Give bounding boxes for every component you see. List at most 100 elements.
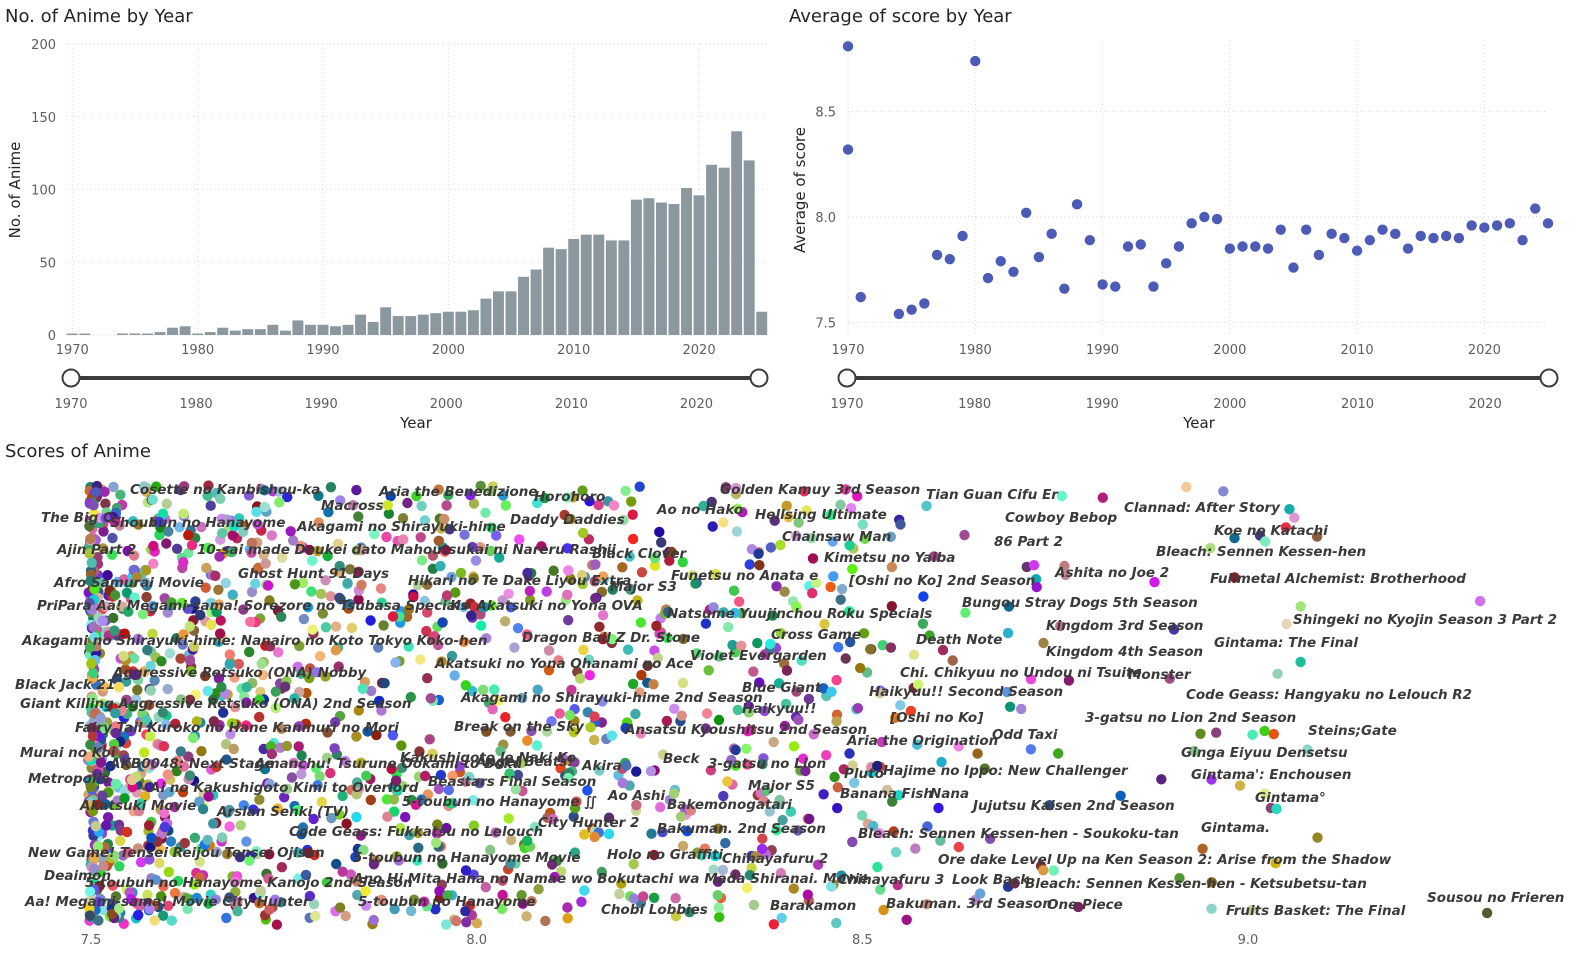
anime-point[interactable] <box>825 581 836 593</box>
anime-point[interactable] <box>351 731 362 742</box>
anime-point[interactable] <box>436 523 447 534</box>
anime-point[interactable] <box>227 530 238 541</box>
bar[interactable] <box>543 247 555 335</box>
score-point[interactable] <box>1173 241 1185 252</box>
anime-point[interactable] <box>244 855 255 866</box>
bar[interactable] <box>254 329 266 335</box>
score-point[interactable] <box>1479 222 1490 233</box>
anime-point[interactable] <box>890 847 902 858</box>
anime-point[interactable] <box>220 739 232 750</box>
anime-point[interactable] <box>541 586 552 597</box>
anime-point[interactable] <box>329 743 340 754</box>
anime-point[interactable] <box>376 894 387 905</box>
anime-point[interactable] <box>620 722 631 734</box>
anime-point[interactable] <box>654 526 665 538</box>
anime-point[interactable] <box>979 763 990 774</box>
bar[interactable] <box>179 326 191 335</box>
anime-point[interactable] <box>831 674 842 686</box>
anime-point[interactable] <box>597 696 608 707</box>
anime-point[interactable] <box>293 721 305 732</box>
score-point[interactable] <box>957 230 968 242</box>
anime-point[interactable] <box>304 672 315 684</box>
anime-point[interactable] <box>464 771 475 783</box>
anime-point[interactable] <box>85 575 96 587</box>
anime-point[interactable] <box>469 602 480 613</box>
anime-point[interactable] <box>1031 581 1042 593</box>
anime-point[interactable] <box>546 716 557 727</box>
anime-point[interactable] <box>460 865 472 876</box>
anime-point[interactable] <box>254 694 265 705</box>
anime-point[interactable] <box>509 642 520 653</box>
anime-point[interactable] <box>259 763 271 775</box>
anime-point[interactable] <box>297 822 309 833</box>
anime-point[interactable] <box>211 761 222 773</box>
anime-point[interactable] <box>468 498 480 509</box>
anime-point[interactable] <box>590 593 601 604</box>
anime-point[interactable] <box>436 656 447 667</box>
anime-point[interactable] <box>132 843 144 854</box>
anime-point[interactable] <box>791 530 802 542</box>
anime-point[interactable] <box>213 584 224 595</box>
anime-point[interactable] <box>98 526 109 537</box>
anime-point[interactable] <box>398 534 409 545</box>
anime-point[interactable] <box>413 842 424 853</box>
anime-point[interactable] <box>908 649 920 660</box>
anime-point[interactable] <box>320 671 331 682</box>
anime-point[interactable] <box>1270 858 1281 869</box>
bar[interactable] <box>467 310 479 335</box>
anime-point[interactable] <box>539 492 550 504</box>
anime-point[interactable] <box>750 851 761 862</box>
anime-point[interactable] <box>340 755 351 767</box>
anime-point[interactable] <box>259 485 270 496</box>
anime-point[interactable] <box>606 730 618 741</box>
anime-point[interactable] <box>163 526 174 537</box>
anime-point[interactable] <box>666 546 677 558</box>
bar[interactable] <box>455 311 467 335</box>
anime-point[interactable] <box>196 746 207 757</box>
bar[interactable] <box>605 240 617 335</box>
anime-point[interactable] <box>714 651 725 662</box>
anime-point[interactable] <box>121 676 132 687</box>
anime-point[interactable] <box>533 884 544 895</box>
anime-point[interactable] <box>139 577 150 588</box>
anime-point[interactable] <box>362 726 373 737</box>
anime-point[interactable] <box>341 818 352 829</box>
anime-point[interactable] <box>356 545 367 556</box>
anime-point[interactable] <box>195 609 206 621</box>
anime-point[interactable] <box>759 705 770 717</box>
anime-point[interactable] <box>286 772 298 783</box>
bar[interactable] <box>480 298 492 335</box>
anime-point[interactable] <box>479 602 490 613</box>
anime-point[interactable] <box>1181 481 1192 493</box>
anime-point[interactable] <box>213 599 225 610</box>
anime-point[interactable] <box>682 826 693 837</box>
anime-point[interactable] <box>396 740 407 751</box>
anime-point[interactable] <box>642 660 653 671</box>
anime-point[interactable] <box>460 906 471 917</box>
anime-point[interactable] <box>166 915 177 926</box>
anime-point[interactable] <box>376 597 387 608</box>
anime-point[interactable] <box>435 769 447 781</box>
anime-point[interactable] <box>84 548 95 559</box>
anime-point[interactable] <box>486 522 497 533</box>
anime-point[interactable] <box>743 707 754 718</box>
score-point[interactable] <box>1466 220 1477 231</box>
anime-point[interactable] <box>500 712 511 723</box>
score-point[interactable] <box>1071 199 1083 210</box>
anime-point[interactable] <box>678 633 689 645</box>
anime-point[interactable] <box>313 517 324 528</box>
anime-point[interactable] <box>1060 569 1071 581</box>
anime-point[interactable] <box>229 672 240 683</box>
anime-point[interactable] <box>777 814 788 826</box>
anime-point[interactable] <box>677 557 688 568</box>
anime-point[interactable] <box>773 678 785 689</box>
anime-point[interactable] <box>499 616 511 627</box>
anime-point[interactable] <box>1206 903 1217 914</box>
anime-point[interactable] <box>924 630 935 641</box>
anime-point[interactable] <box>87 604 98 615</box>
anime-point[interactable] <box>475 542 486 553</box>
anime-point[interactable] <box>215 493 226 504</box>
anime-point[interactable] <box>788 883 799 894</box>
anime-point[interactable] <box>1271 803 1282 815</box>
anime-point[interactable] <box>775 539 786 551</box>
